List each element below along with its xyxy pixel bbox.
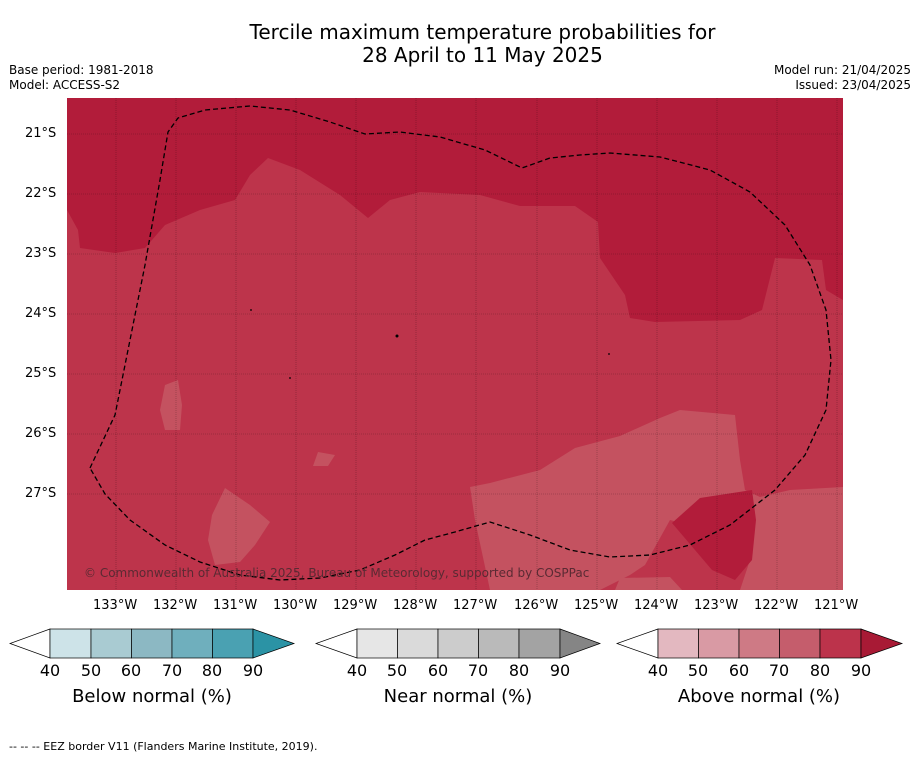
- colorbar-above-bin: [698, 628, 740, 659]
- colorbar-above-normal: [615, 628, 904, 659]
- eez-border-legend: -- -- -- EEZ border V11 (Flanders Marine…: [9, 740, 318, 753]
- lon-label: 131°W: [213, 598, 258, 613]
- colorbar-tick: 80: [508, 661, 530, 680]
- model-name: Model: ACCESS-S2: [9, 78, 121, 92]
- eez-border: [89, 105, 832, 581]
- colorbar-above-extend: [860, 628, 904, 659]
- colorbar-tick: 60: [120, 661, 142, 680]
- colorbar-near-bin: [518, 628, 561, 659]
- model-run: Model run: 21/04/2025: [773, 63, 911, 77]
- lat-label: 25°S: [25, 366, 57, 381]
- lon-label: 132°W: [153, 598, 198, 613]
- lon-label: 121°W: [814, 598, 859, 613]
- lon-label: 122°W: [754, 598, 799, 613]
- colorbar-tick: 70: [467, 661, 489, 680]
- lat-label: 22°S: [25, 186, 57, 201]
- lon-label: 126°W: [514, 598, 559, 613]
- colorbar-tick: 90: [549, 661, 571, 680]
- colorbar-tick: 80: [201, 661, 223, 680]
- lon-label: 124°W: [634, 598, 679, 613]
- colorbar-label-below: Below normal (%): [72, 686, 232, 707]
- colorbar-label-above: Above normal (%): [677, 686, 841, 707]
- colorbar-below-bin: [212, 628, 254, 659]
- lat-label: 27°S: [25, 486, 57, 501]
- colorbar-near-bin: [356, 628, 398, 659]
- lon-label: 133°W: [93, 598, 138, 613]
- islands: [250, 309, 610, 379]
- colorbar-above-bin: [657, 628, 699, 659]
- lon-label: 123°W: [694, 598, 739, 613]
- gridlines: [67, 98, 843, 590]
- colorbar-tick: 40: [346, 661, 368, 680]
- colorbar-near-normal: [314, 628, 602, 659]
- lat-label: 21°S: [25, 126, 57, 141]
- region-dark-patch: [672, 490, 756, 580]
- colorbar-tick: 80: [809, 661, 831, 680]
- region-light-patch-3: [313, 452, 335, 466]
- colorbar-near-bin: [478, 628, 520, 659]
- colorbar-above-bin: [738, 628, 780, 659]
- colorbar-tick: 90: [850, 661, 872, 680]
- colorbar-tick: 60: [427, 661, 449, 680]
- colorbar-tick: 50: [386, 661, 408, 680]
- colorbar-tick: 50: [80, 661, 102, 680]
- colorbar-tick: 40: [647, 661, 669, 680]
- colorbar-tick: 60: [728, 661, 750, 680]
- lon-label: 130°W: [273, 598, 318, 613]
- colorbar-tick: 70: [161, 661, 183, 680]
- colorbar-tick: 50: [687, 661, 709, 680]
- colorbar-label-near: Near normal (%): [383, 686, 533, 707]
- region-light-patch-1: [208, 488, 270, 565]
- colorbar-below-bin: [131, 628, 173, 659]
- title-line-2: 28 April to 11 May 2025: [362, 43, 603, 67]
- base-period: Base period: 1981-2018: [9, 63, 154, 77]
- colorbar-tick: 70: [768, 661, 790, 680]
- issued-date: Issued: 23/04/2025: [795, 78, 911, 92]
- colorbar-below-bin: [171, 628, 213, 659]
- lon-label: 125°W: [574, 598, 619, 613]
- colorbar-below-normal: [8, 628, 296, 659]
- region-light-patch-4: [615, 577, 682, 590]
- colorbar-near-bin: [437, 628, 479, 659]
- colorbar-near-extend: [559, 628, 602, 659]
- lat-label: 24°S: [25, 306, 57, 321]
- colorbar-tick: 40: [39, 661, 61, 680]
- region-light-patch-2: [160, 380, 182, 430]
- lon-label: 128°W: [393, 598, 438, 613]
- colorbar-below-bin: [49, 628, 92, 659]
- colorbar-below-extend: [252, 628, 296, 659]
- lat-label: 26°S: [25, 426, 57, 441]
- colorbar-above-bin: [779, 628, 821, 659]
- lat-label: 23°S: [25, 246, 57, 261]
- map-copyright: © Commonwealth of Australia 2025, Bureau…: [84, 566, 590, 580]
- colorbar-near-bin: [397, 628, 439, 659]
- colorbar-above-bin: [819, 628, 862, 659]
- title-line-1: Tercile maximum temperature probabilitie…: [249, 20, 716, 44]
- lon-label: 129°W: [333, 598, 378, 613]
- lon-label: 127°W: [453, 598, 498, 613]
- colorbar-below-bin: [90, 628, 132, 659]
- colorbar-tick: 90: [242, 661, 264, 680]
